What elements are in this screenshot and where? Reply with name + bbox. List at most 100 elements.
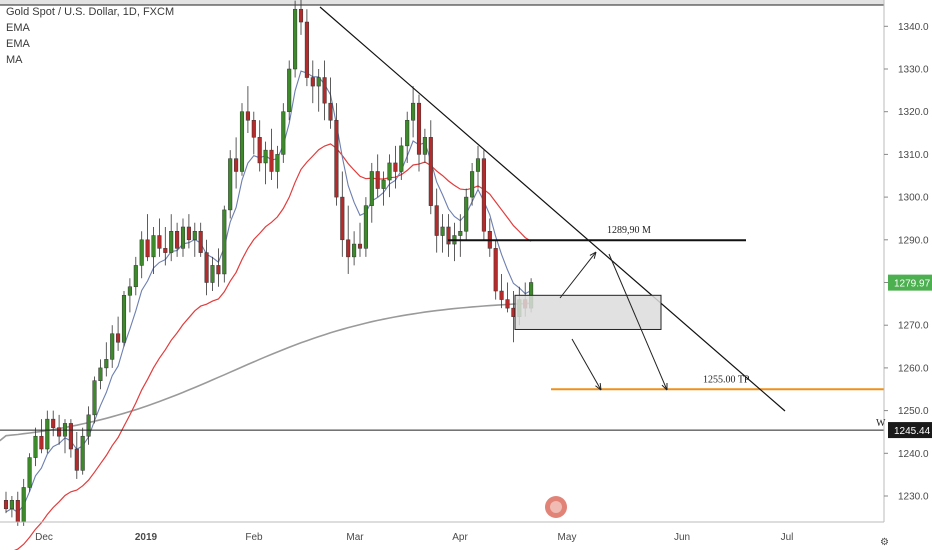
candle-body (287, 68, 292, 112)
candle (281, 103, 286, 163)
x-tick-label: May (558, 532, 577, 543)
candle (27, 453, 32, 492)
candle (62, 419, 68, 454)
target-label: 1255.00 TP (703, 374, 750, 385)
candle-body (269, 149, 274, 172)
chart-plot-area[interactable] (0, 0, 884, 550)
candle (21, 478, 26, 526)
candle (74, 431, 79, 479)
candle (475, 145, 481, 189)
arrow-down-from-zone (571, 338, 602, 391)
candle (192, 222, 197, 257)
candle (340, 171, 345, 257)
candle (357, 222, 363, 257)
candle-body (127, 286, 132, 296)
x-axis[interactable]: Dec 2019 Feb Mar Apr May Jun Jul ⚙ (0, 521, 889, 548)
y-tick-label: 1240.0 (898, 449, 929, 460)
y-tick-label: 1230.0 (898, 492, 929, 503)
annotations: 1289,90 M 1255.00 TP W (545, 225, 886, 518)
candle-body (293, 8, 298, 70)
candle (487, 218, 492, 257)
ema-slow-line (13, 143, 532, 550)
candle-body (381, 179, 386, 189)
y-tick-label: 1260.0 (898, 363, 929, 374)
candle-body (322, 77, 327, 104)
x-tick-label: Mar (346, 532, 364, 543)
arrow-shaft (559, 251, 597, 299)
indicator-ma[interactable]: MA (6, 54, 23, 66)
symbol-title[interactable]: Gold Spot / U.S. Dollar, 1D, FXCM (6, 6, 175, 18)
candle (287, 60, 292, 121)
candle (151, 226, 156, 274)
candle (458, 214, 463, 257)
trend-line (319, 6, 786, 412)
candle-body (257, 137, 262, 164)
candle (3, 491, 9, 514)
y-tick-label: 1270.0 (898, 321, 929, 332)
candle (104, 342, 109, 377)
candle (39, 419, 44, 454)
candle (363, 197, 368, 257)
arrow-head (595, 382, 602, 391)
arrow-down-to-target (608, 253, 668, 391)
candle (416, 94, 422, 172)
candle (239, 103, 245, 176)
candle (493, 239, 498, 300)
candle-body (304, 21, 309, 78)
arrow-shaft (571, 338, 602, 391)
candle-body (192, 231, 197, 241)
x-tick-label: Jul (781, 532, 794, 543)
candle (92, 376, 97, 424)
candle (399, 137, 404, 181)
candle-body (157, 235, 162, 249)
candle-body (440, 226, 445, 236)
candle-body (281, 111, 286, 155)
candle (175, 222, 180, 257)
candle (133, 256, 138, 296)
candle-body (505, 299, 510, 309)
candle (446, 214, 451, 257)
candle (228, 150, 233, 219)
candle-body (446, 226, 451, 245)
candle-body (39, 435, 44, 450)
candle (139, 231, 144, 279)
candle-body (434, 205, 439, 236)
ma-line (0, 302, 532, 442)
candle (434, 188, 439, 253)
candle-body (352, 243, 357, 258)
arrow-head (589, 251, 597, 259)
indicator-ema-1[interactable]: EMA (6, 22, 30, 34)
candle-body (186, 226, 191, 241)
candle-body (470, 171, 475, 198)
candle-body (328, 102, 333, 121)
candle (346, 205, 351, 274)
candle (375, 154, 380, 198)
candle (369, 162, 374, 223)
candle-body (21, 487, 26, 522)
candle (145, 214, 150, 262)
x-tick-label: Feb (245, 532, 263, 543)
y-tick-label: 1320.0 (898, 107, 929, 118)
candle (470, 162, 475, 206)
candle (98, 359, 103, 390)
candle-body (180, 226, 186, 249)
candle (127, 278, 132, 313)
x-tick-label: Jun (674, 532, 690, 543)
candle-body (222, 209, 227, 275)
indicator-ema-2[interactable]: EMA (6, 38, 30, 50)
candle-body (411, 102, 416, 121)
ema-fast-line (5, 70, 532, 514)
candle (322, 60, 327, 121)
candle-body (340, 196, 345, 241)
candle-body (363, 205, 368, 249)
logo-inner (550, 501, 562, 513)
candle-body (369, 171, 374, 206)
y-axis[interactable]: 1230.01240.01250.01260.01270.01280.01290… (883, 0, 932, 522)
candle-body (145, 239, 150, 258)
candle-body (3, 500, 9, 510)
candle (68, 419, 73, 458)
candle (45, 410, 50, 454)
candle-body (45, 418, 50, 450)
candle (505, 282, 510, 313)
